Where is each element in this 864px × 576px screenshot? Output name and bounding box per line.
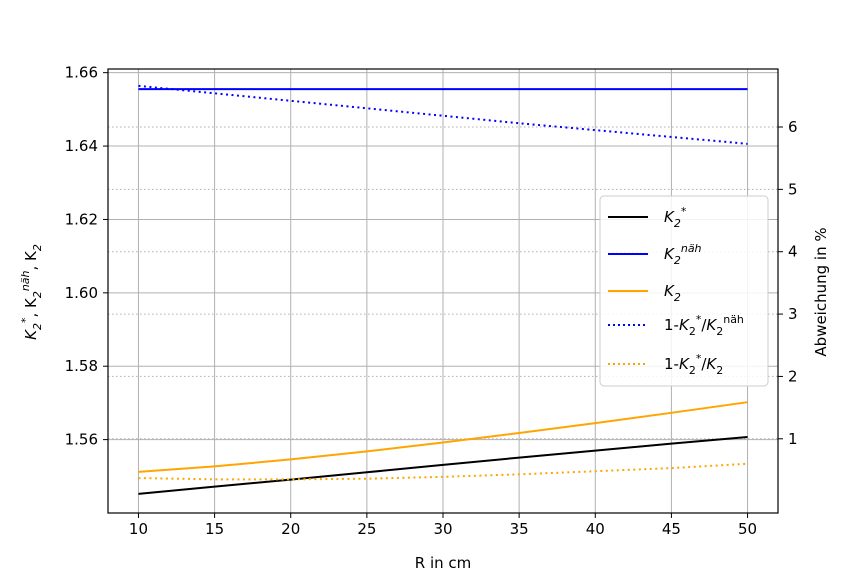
y-right-tick-label: 5	[788, 180, 798, 198]
y-axis-left: 1.56 1.58 1.60 1.62 1.64 1.66	[65, 64, 108, 449]
y-left-tick-label: 1.56	[65, 431, 98, 449]
y-right-tick-label: 4	[788, 243, 798, 261]
plot-lines	[138, 84, 748, 495]
y-left-tick-label: 1.66	[65, 64, 98, 82]
series-line-0	[138, 436, 748, 495]
y-axis-right-title: Abweichung in %	[812, 227, 830, 356]
y-left-k-star: K	[22, 329, 40, 340]
x-tick-label: 40	[586, 520, 605, 538]
y-right-tick-label: 2	[788, 367, 798, 385]
x-tick-label: 45	[662, 520, 681, 538]
y-axis-right: 1 2 3 4 5 6	[778, 118, 798, 448]
y-left-tick-label: 1.58	[65, 357, 98, 375]
y-left-tick-label: 1.62	[65, 210, 98, 228]
x-tick-label: 15	[205, 520, 224, 538]
x-tick-label: 20	[281, 520, 300, 538]
y-right-tick-label: 3	[788, 305, 798, 323]
x-tick-label: 35	[510, 520, 529, 538]
x-tick-label: 50	[738, 520, 757, 538]
x-axis-title: R in cm	[415, 554, 472, 572]
series-line-4	[138, 462, 748, 481]
y-right-tick-label: 6	[788, 118, 798, 136]
y-axis-left-title: K2*, K2näh, K2	[19, 244, 44, 340]
legend-box	[599, 195, 769, 387]
x-tick-label: 30	[433, 520, 452, 538]
x-tick-label: 10	[129, 520, 148, 538]
series-line-2	[138, 401, 748, 473]
y-left-tick-label: 1.64	[65, 137, 98, 155]
y-right-tick-label: 1	[788, 430, 798, 448]
y-left-tick-label: 1.60	[65, 284, 98, 302]
x-axis: 10 15 20 25 30 35 40 45 50	[129, 513, 757, 538]
legend: K2* K2näh K2 1-K2*/K2näh 1-K2*/K2	[599, 195, 769, 387]
x-tick-label: 25	[357, 520, 376, 538]
